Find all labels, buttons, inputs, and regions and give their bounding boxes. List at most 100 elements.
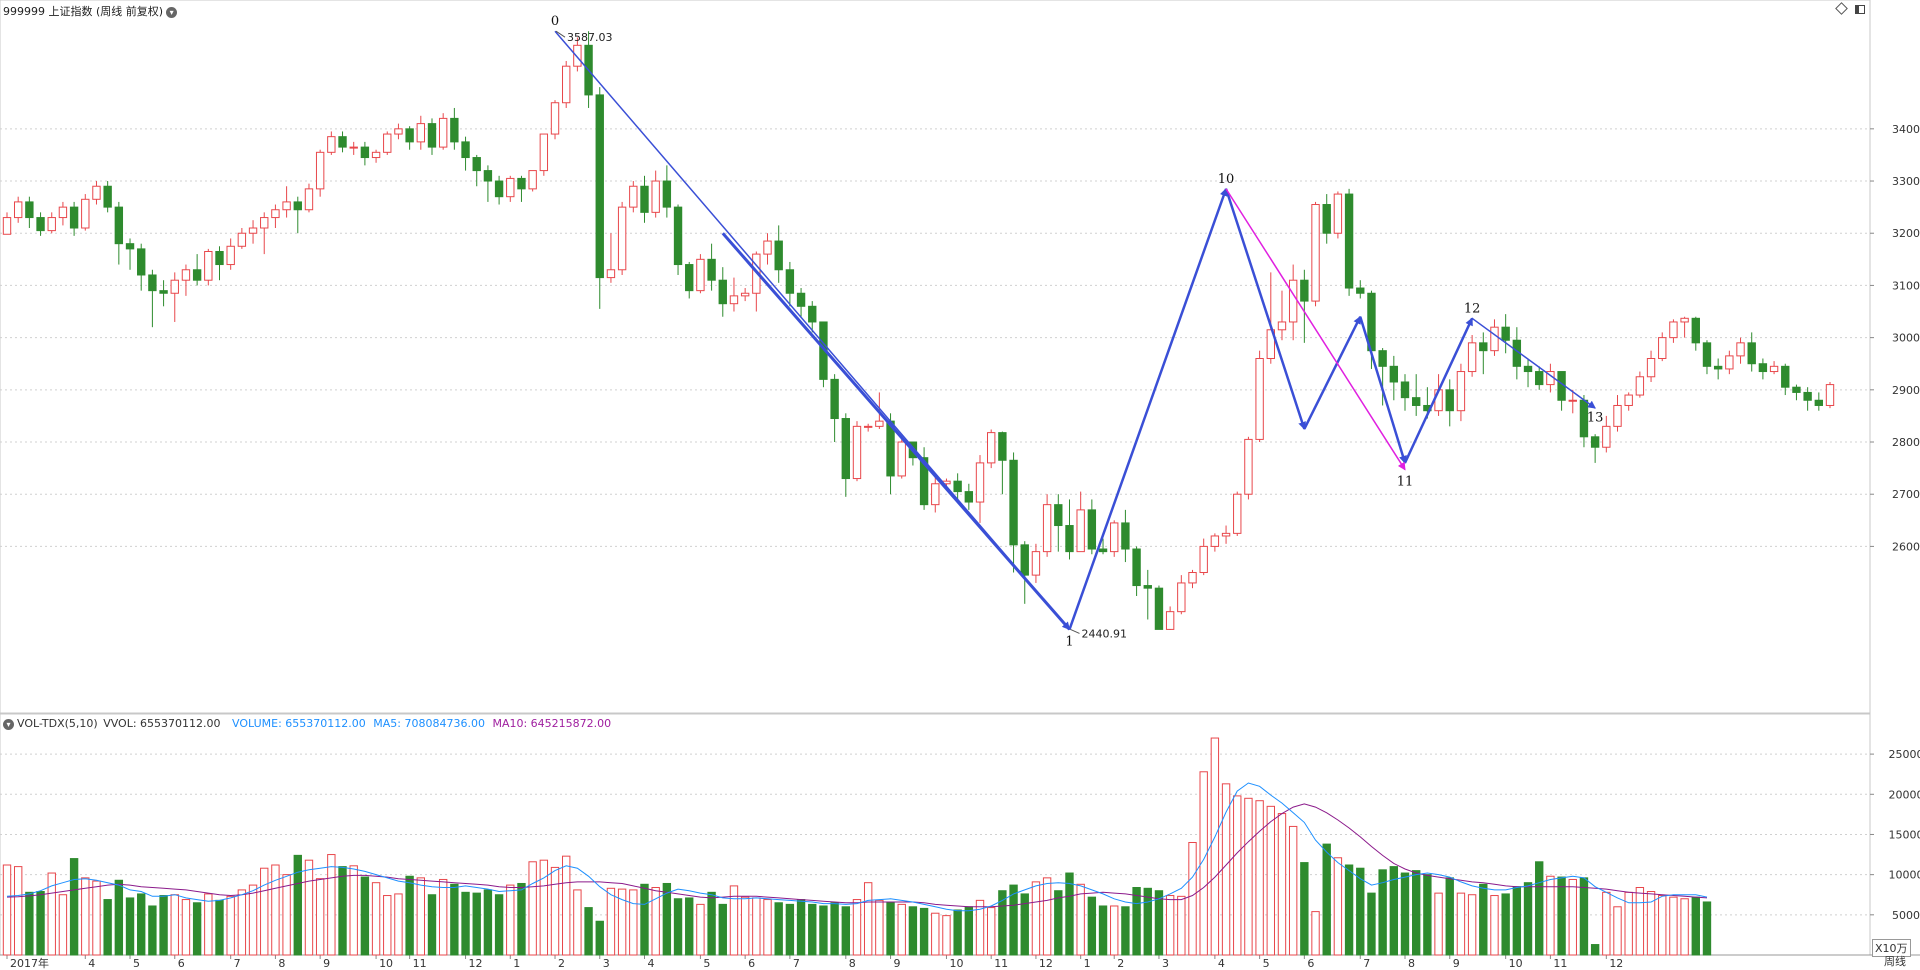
chevron-down-icon[interactable]: ▾: [3, 718, 14, 730]
volume-bar: [1233, 795, 1242, 956]
volume-bar: [763, 899, 772, 956]
volume-bar: [192, 902, 202, 956]
volume-bar: [919, 907, 929, 956]
volume-bar: [1098, 905, 1108, 956]
volume-bar: [69, 858, 79, 956]
volume-bar: [383, 895, 392, 956]
volume-bar: [427, 894, 437, 956]
time-tick-label: 9: [894, 957, 901, 970]
chart-title[interactable]: 999999 上证指数 (周线 前复权) ▾: [3, 3, 178, 19]
volume-bar: [1456, 892, 1466, 956]
candle-body: [1646, 358, 1656, 378]
time-tick-label: 12: [1039, 957, 1053, 970]
volume-bar: [416, 877, 426, 956]
candle-body: [617, 206, 627, 271]
volume-bar: [562, 855, 571, 956]
candle-body: [1635, 376, 1645, 396]
volume-bar: [1367, 892, 1376, 956]
period-label: 周线: [1884, 955, 1906, 968]
volume-bar: [1300, 862, 1309, 956]
candle-body: [1411, 397, 1421, 406]
volume-bar: [975, 899, 985, 956]
candle-body: [394, 128, 403, 135]
wave-line: [1403, 317, 1474, 464]
time-tick-label: 6: [1307, 957, 1314, 970]
volume-bar: [1568, 878, 1577, 956]
volume-bar: [752, 897, 761, 956]
time-tick-label: 12: [469, 957, 483, 970]
candle-body: [1602, 425, 1611, 448]
candle-body: [539, 133, 549, 172]
candle-body: [729, 295, 739, 305]
volume-bar: [1087, 896, 1097, 956]
candle-body: [595, 94, 604, 279]
volume-bar: [1658, 895, 1667, 956]
volume-bar: [897, 903, 906, 956]
volume-indicator-name: VOL-TDX(5,10): [17, 717, 98, 730]
candle-body: [1713, 365, 1723, 370]
candle-body: [506, 177, 515, 198]
candle-body: [438, 117, 448, 148]
wave-line: [1068, 187, 1228, 630]
candle-body: [181, 269, 191, 281]
candle-body: [774, 240, 783, 271]
volume-bar: [327, 854, 336, 956]
candle-body: [1758, 363, 1768, 373]
candle-body: [69, 206, 79, 229]
wave-label: 1: [1065, 634, 1073, 649]
candle-body: [1311, 204, 1320, 302]
candle-body: [1490, 326, 1499, 352]
volume-bar: [1076, 883, 1085, 956]
candle-body: [494, 180, 504, 198]
time-tick-label: 6: [748, 957, 755, 970]
candle-body: [483, 170, 493, 182]
candle-body: [919, 457, 929, 506]
volume-bar: [1356, 867, 1365, 956]
candle-body: [841, 418, 850, 480]
volume-bar: [1613, 906, 1622, 956]
candle-body: [1076, 509, 1085, 553]
volume-bar: [1523, 882, 1533, 956]
volume-bar: [953, 909, 962, 956]
volume-bar: [908, 906, 918, 956]
volume-bar: [942, 915, 951, 956]
candle-body: [1177, 582, 1186, 613]
volume-bar: [304, 859, 314, 956]
volume-bar: [1199, 771, 1208, 956]
volume-bar: [293, 854, 302, 956]
candle-body: [1020, 544, 1029, 576]
diamond-button[interactable]: [1835, 2, 1848, 16]
panel-toggle-button[interactable]: [1855, 4, 1865, 17]
volume-bar: [204, 893, 213, 956]
volume-bar: [215, 899, 224, 956]
volume-bar: [1143, 887, 1152, 956]
candle-body: [1244, 438, 1253, 495]
volume-header: ▾ VOL-TDX(5,10) VVOL: 655370112.00 VOLUME…: [3, 717, 611, 730]
candle-body: [450, 117, 459, 143]
candle-body: [1210, 535, 1220, 547]
volume-bar: [830, 902, 839, 956]
volume-bar: [1579, 877, 1589, 956]
candle-body: [1199, 545, 1208, 574]
chart-title-text: 999999 上证指数 (周线 前复权): [3, 5, 164, 18]
candle-body: [808, 305, 817, 323]
volume-bar: [338, 866, 347, 956]
time-tick-label: 4: [1218, 957, 1225, 970]
chevron-down-icon[interactable]: ▾: [166, 6, 178, 18]
time-tick-label: 9: [1453, 957, 1460, 970]
candle-body: [293, 201, 302, 211]
volume-bar: [148, 905, 157, 956]
candle-body: [282, 201, 291, 211]
volume-bar: [1378, 869, 1387, 956]
volume-bar: [573, 889, 582, 956]
volume-bar: [707, 891, 716, 956]
volume-bar: [1535, 861, 1544, 956]
time-tick-label: 1: [513, 957, 520, 970]
time-tick-label: 11: [1553, 957, 1567, 970]
volume-tick-label: 5000: [1892, 909, 1920, 922]
candle-body: [718, 279, 727, 305]
volume-bar: [539, 859, 549, 956]
volume-bar: [852, 899, 862, 956]
candle-body: [427, 123, 437, 148]
